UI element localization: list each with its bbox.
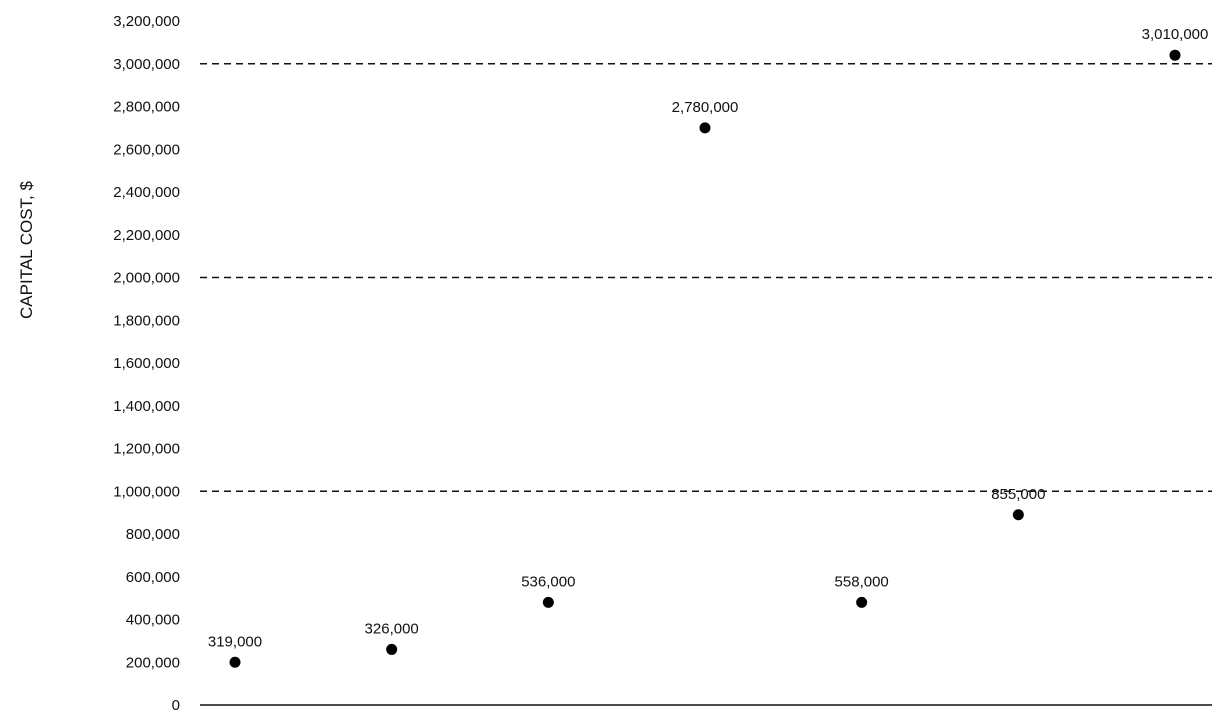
data-point [1169,49,1181,61]
data-point [699,122,711,134]
y-tick-label: 1,200,000 [113,441,180,458]
y-tick-label: 3,000,000 [113,56,180,73]
y-tick-label: 2,000,000 [113,270,180,287]
y-tick-label: 600,000 [126,569,180,586]
y-tick-label: 0 [172,697,180,714]
data-point [856,596,868,608]
data-label: 326,000 [365,620,419,637]
data-label: 536,000 [521,573,575,590]
reference-lines [200,63,1212,492]
y-tick-label: 2,200,000 [113,227,180,244]
y-tick-label: 1,400,000 [113,398,180,415]
y-tick-label: 800,000 [126,526,180,543]
y-axis-title: CAPITAL COST, $ [17,180,36,318]
y-tick-label: 400,000 [126,612,180,629]
y-tick-label: 200,000 [126,654,180,671]
y-tick-label: 2,800,000 [113,99,180,116]
data-label: 2,780,000 [672,99,739,116]
y-tick-label: 2,400,000 [113,184,180,201]
data-point [1012,509,1024,521]
y-tick-label: 3,200,000 [113,13,180,30]
data-labels: 319,000 326,000 536,000 2,780,000 558,000 855… [208,26,1208,650]
data-label: 3,010,000 [1142,26,1209,43]
y-tick-label: 1,000,000 [113,483,180,500]
data-point [386,643,398,655]
y-tick-label: 1,600,000 [113,355,180,372]
data-label: 319,000 [208,633,262,650]
data-point [229,656,241,668]
data-point [542,596,554,608]
y-tick-label: 2,600,000 [113,141,180,158]
data-points [229,49,1181,668]
data-label: 855,000 [991,486,1045,503]
y-axis-ticks: 0 200,000 400,000 600,000 800,000 1,000,000 1,… [113,13,180,714]
y-tick-label: 1,800,000 [113,312,180,329]
data-label: 558,000 [835,573,889,590]
